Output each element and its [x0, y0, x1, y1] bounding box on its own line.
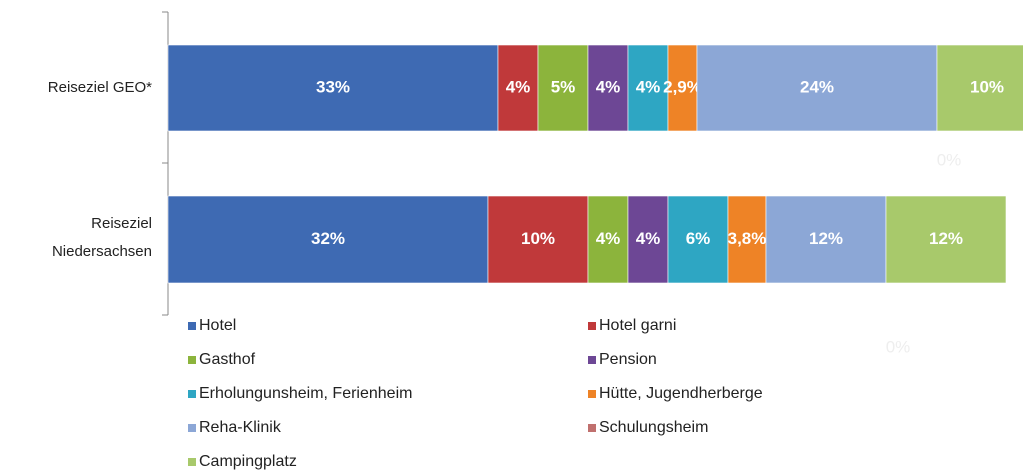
bar-segment	[667, 44, 698, 132]
legend-label: Hotel	[199, 317, 236, 334]
bar-segment	[727, 195, 767, 284]
value-label: 6%	[686, 229, 711, 248]
legend-swatch	[188, 458, 196, 466]
legend-swatch	[588, 424, 596, 432]
bar-segment	[765, 195, 887, 284]
axis	[162, 11, 169, 316]
legend-label: Erholungunsheim, Ferienheim	[199, 385, 412, 402]
legend-swatch	[188, 390, 196, 398]
bar-segment	[936, 44, 1023, 132]
value-label: 4%	[596, 229, 621, 248]
legend-swatch	[588, 356, 596, 364]
value-label: 3,8%	[728, 229, 767, 248]
legend-label: Hütte, Jugendherberge	[599, 385, 763, 402]
legend-label: Pension	[599, 351, 657, 368]
legend-label: Schulungsheim	[599, 419, 708, 436]
legend-label: Hotel garni	[599, 317, 676, 334]
value-label: 4%	[596, 77, 621, 96]
legend-swatch	[188, 322, 196, 330]
value-label: 4%	[636, 77, 661, 96]
bar-segment	[167, 44, 499, 132]
bar-segment	[696, 44, 938, 132]
bar-segment	[627, 195, 669, 284]
legend-swatch	[588, 322, 596, 330]
y-tick-label: Reiseziel Niedersachsen	[52, 215, 152, 260]
value-label: 4%	[636, 229, 661, 248]
value-label: 10%	[521, 229, 555, 248]
value-label: 0%	[886, 337, 911, 356]
bar-segment	[627, 44, 669, 132]
plot: 33% 4% 5% 4% 4% 2,9% 24% 10%32% 10% 4% 4% 6% 3,8% 12%…	[167, 44, 1023, 284]
value-label: 10%	[970, 77, 1004, 96]
bar-segment	[537, 44, 589, 132]
value-label: 12%	[929, 229, 963, 248]
legend-swatch	[588, 390, 596, 398]
legend-swatch	[188, 424, 196, 432]
value-label: 12%	[809, 229, 843, 248]
bar-segment	[497, 44, 539, 132]
legend-label: Campingplatz	[199, 453, 297, 470]
legend-label: Reha-Klinik	[199, 419, 282, 436]
bar-segment	[667, 195, 729, 284]
value-label: 24%	[800, 77, 834, 96]
value-label: 2,9%	[663, 77, 702, 96]
legend-swatch	[188, 356, 196, 364]
value-label: 32%	[311, 229, 345, 248]
bar-segment	[587, 44, 629, 132]
legend-label: Gasthof	[199, 351, 256, 368]
bar-segment	[885, 195, 1007, 284]
bar-segment	[167, 195, 489, 284]
value-label: 0%	[937, 150, 962, 169]
value-label: 5%	[551, 77, 576, 96]
value-label: 33%	[316, 77, 350, 96]
value-label: 4%	[506, 77, 531, 96]
bar-segment	[487, 195, 589, 284]
y-tick-label: Reiseziel GEO*	[48, 79, 152, 96]
